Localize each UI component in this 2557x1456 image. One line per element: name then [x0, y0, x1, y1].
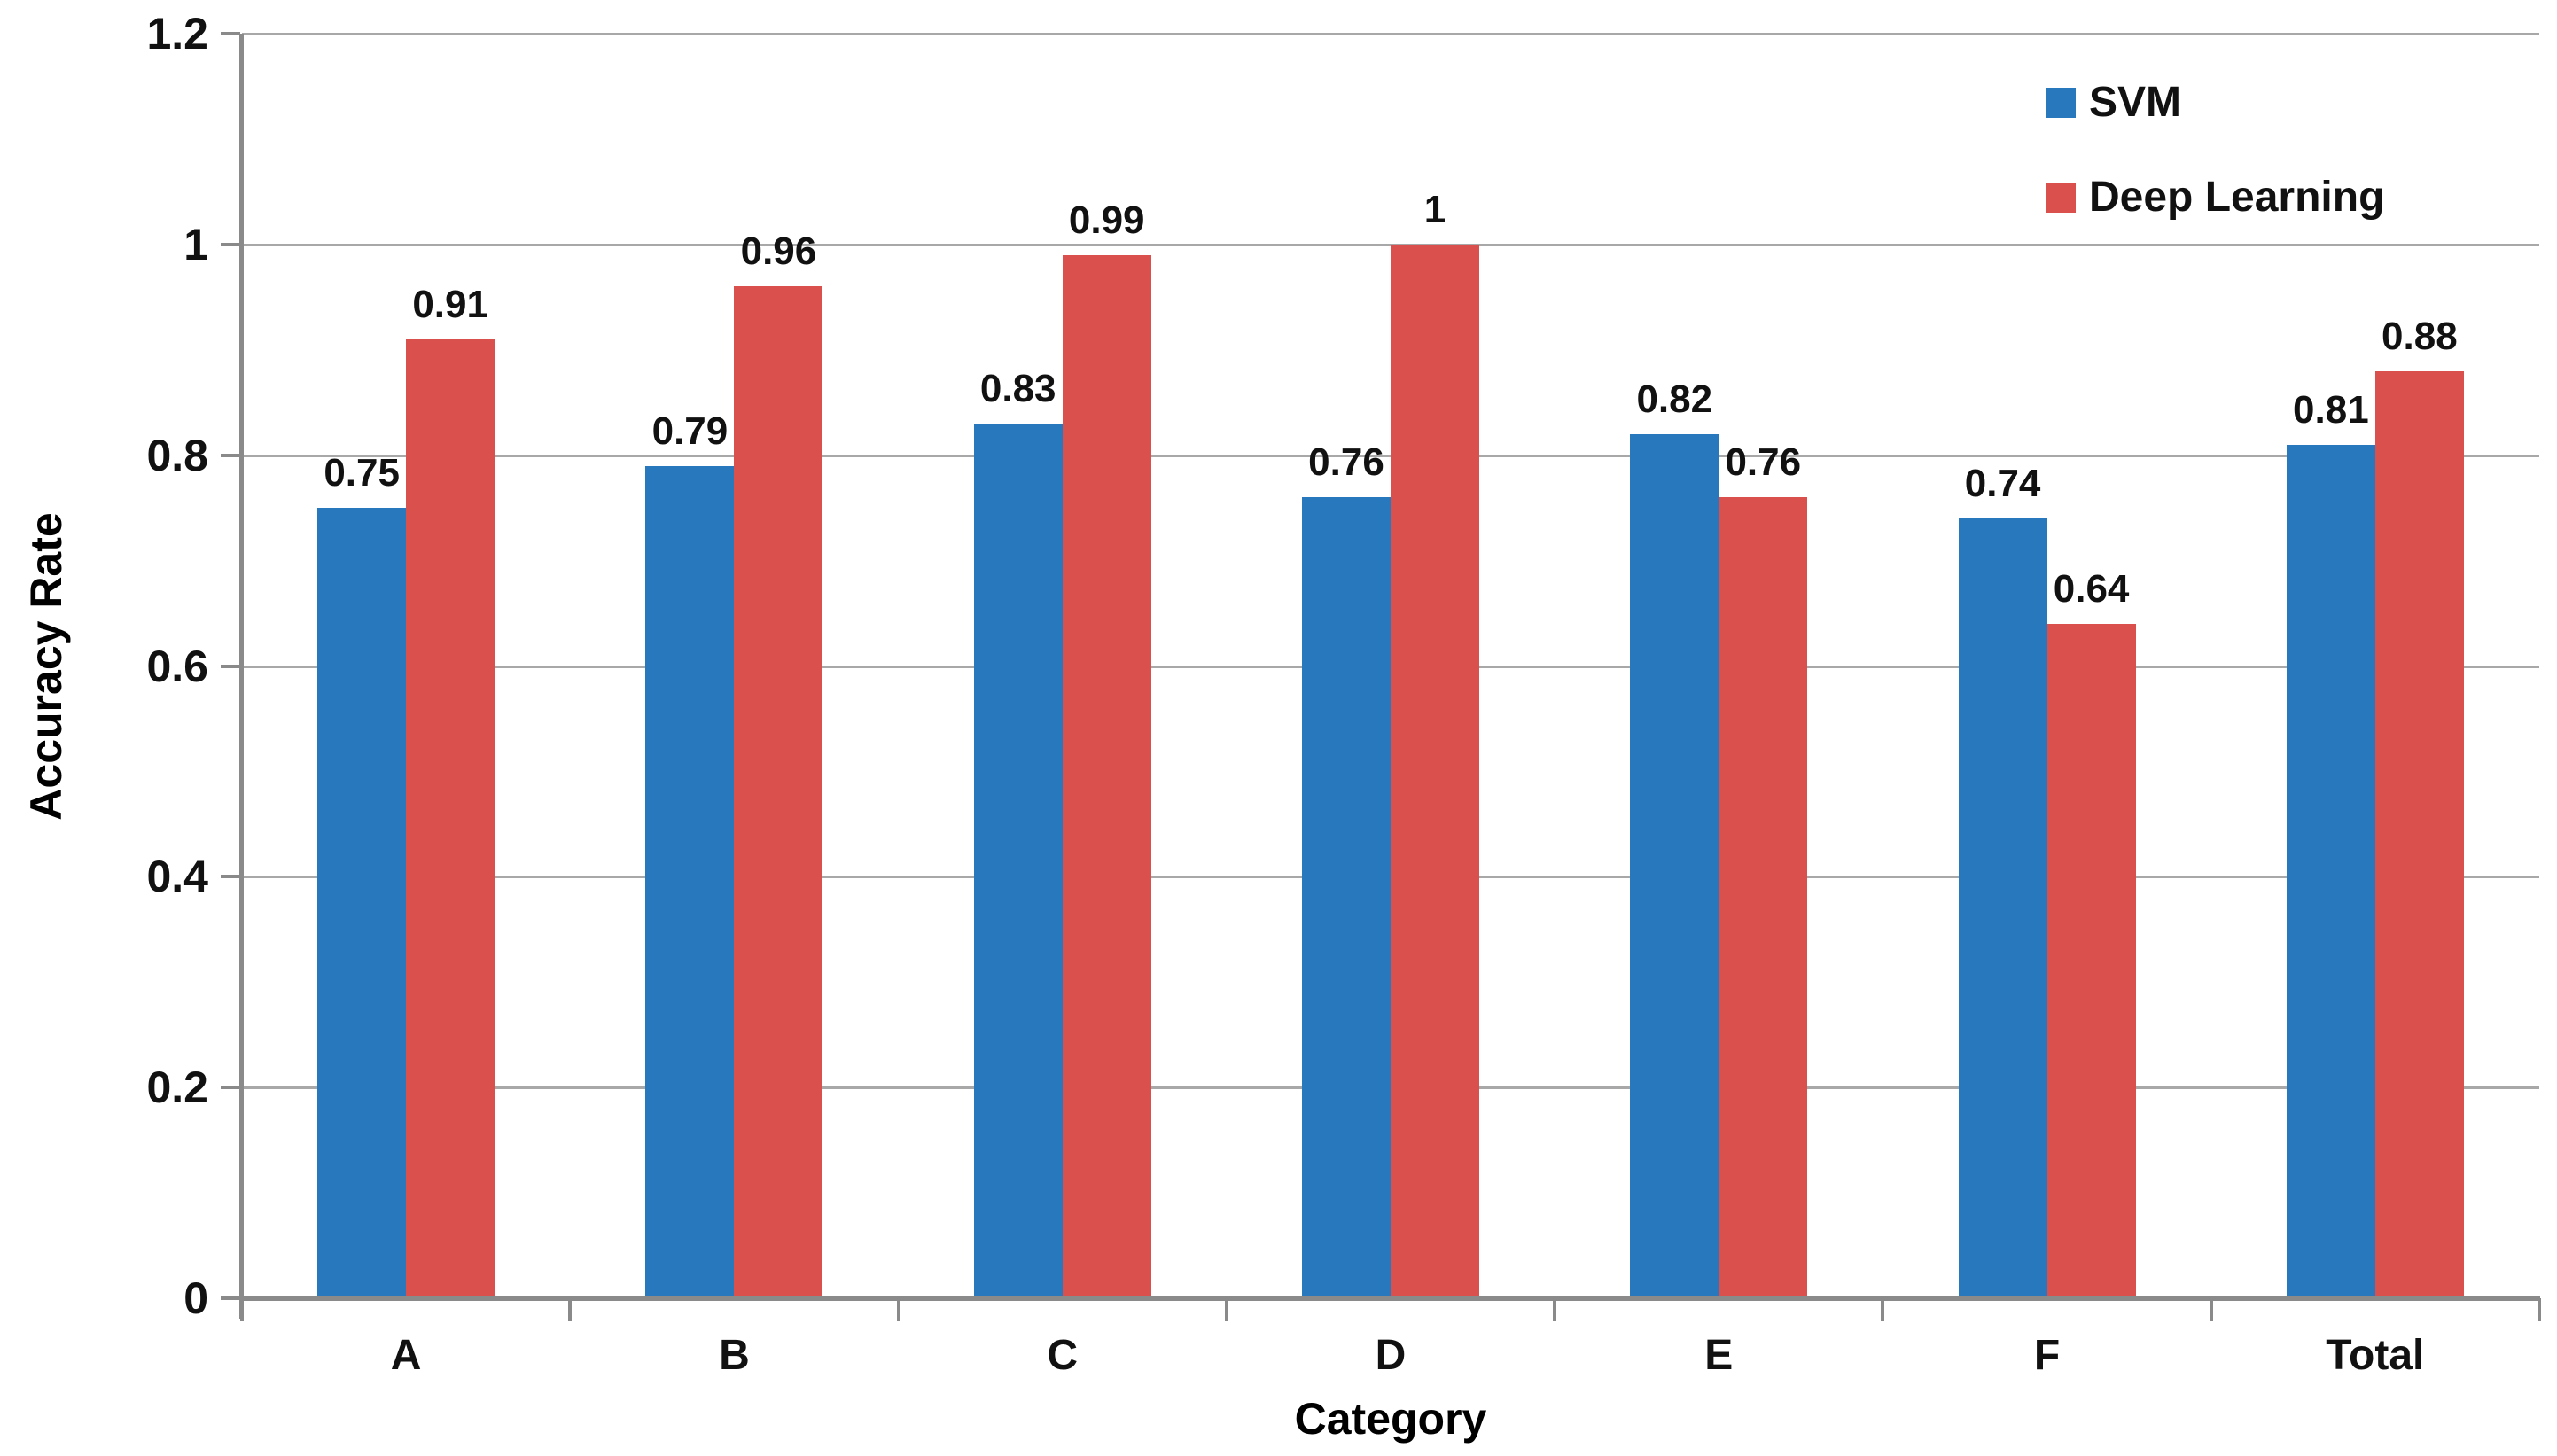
bar-value-label-deep-learning-b: 0.96: [740, 230, 817, 274]
y-tick-label-0-6: 0.6: [146, 641, 208, 691]
y-tick-1: [221, 242, 240, 246]
bar-value-label-svm-b: 0.79: [651, 409, 729, 453]
x-tick-boundary-3: [1224, 1298, 1228, 1321]
plot-area: 0.75 0.91 0.79 0.96 0.83 0.99 0.76 1 0.82 0.76 0.7…: [242, 33, 2539, 1298]
x-tick-boundary-6: [2209, 1298, 2213, 1321]
y-tick-0-8: [221, 453, 240, 457]
x-tick-label-total: Total: [2326, 1332, 2425, 1379]
x-tick-boundary-4: [1553, 1298, 1557, 1321]
legend-swatch-svm: [2046, 87, 2076, 118]
x-tick-label-c: C: [1047, 1332, 1079, 1379]
x-tick-boundary-7: [2538, 1298, 2541, 1321]
bar-deep-learning-total: [2374, 370, 2464, 1298]
x-tick-boundary-2: [896, 1298, 900, 1321]
y-tick-0-4: [221, 875, 240, 879]
y-tick-1-2: [221, 32, 240, 35]
bar-value-label-svm-f: 0.74: [1964, 462, 2041, 506]
bar-deep-learning-d: [1391, 244, 1479, 1298]
bar-value-label-deep-learning-a: 0.91: [412, 282, 488, 326]
legend-label-svm: SVM: [2089, 79, 2182, 126]
legend-entry-svm: SVM: [2046, 78, 2384, 127]
legend-swatch-deep-learning: [2046, 182, 2076, 213]
x-axis-title: Category: [1294, 1394, 1487, 1444]
x-tick-boundary-1: [568, 1298, 573, 1321]
bar-value-label-deep-learning-f: 0.64: [2053, 566, 2130, 611]
bar-svm-total: [2286, 444, 2375, 1298]
y-tick-label-0-4: 0.4: [146, 852, 208, 902]
legend-label-deep-learning: Deep Learning: [2089, 174, 2385, 221]
bar-svm-f: [1958, 518, 2047, 1298]
y-tick-label-1-2: 1.2: [146, 9, 208, 58]
y-tick-label-0: 0: [183, 1273, 208, 1323]
bar-value-label-svm-d: 0.76: [1308, 440, 1384, 485]
y-axis-line: [239, 34, 244, 1319]
bar-value-label-deep-learning-e: 0.76: [1725, 440, 1802, 485]
y-tick-0: [221, 1296, 240, 1300]
x-axis-line: [239, 1296, 2540, 1301]
legend: SVM Deep Learning: [2046, 78, 2384, 268]
bar-value-label-svm-total: 0.81: [2293, 387, 2369, 432]
bar-svm-d: [1302, 497, 1391, 1298]
y-tick-label-0-2: 0.2: [146, 1063, 208, 1113]
legend-entry-deep-learning: Deep Learning: [2046, 173, 2384, 222]
bar-value-label-svm-c: 0.83: [979, 367, 1056, 410]
bar-value-label-svm-e: 0.82: [1636, 377, 1713, 421]
bar-svm-a: [317, 508, 407, 1298]
x-tick-label-a: A: [390, 1332, 422, 1379]
bar-deep-learning-c: [1062, 254, 1151, 1298]
x-tick-label-d: D: [1375, 1332, 1407, 1379]
y-tick-label-0-8: 0.8: [146, 430, 208, 480]
x-tick-boundary-5: [1881, 1298, 1885, 1321]
x-tick-label-b: B: [719, 1332, 750, 1379]
bar-deep-learning-a: [406, 339, 495, 1298]
x-tick-boundary-0: [240, 1298, 244, 1321]
bar-deep-learning-b: [734, 286, 823, 1298]
bar-svm-b: [645, 465, 735, 1298]
gridline-1-2: [242, 33, 2539, 35]
bar-deep-learning-e: [1719, 497, 1808, 1298]
bar-svm-c: [973, 424, 1063, 1298]
x-tick-label-e: E: [1704, 1332, 1734, 1379]
y-tick-0-6: [221, 664, 240, 668]
bar-svm-e: [1630, 433, 1719, 1298]
bar-value-label-svm-a: 0.75: [324, 451, 400, 495]
bar-value-label-deep-learning-d: 1: [1423, 187, 1446, 231]
y-tick-0-2: [221, 1086, 240, 1090]
bar-deep-learning-f: [2046, 623, 2136, 1298]
bar-value-label-deep-learning-total: 0.88: [2382, 314, 2458, 358]
x-tick-label-f: F: [2033, 1332, 2061, 1379]
bar-value-label-deep-learning-c: 0.99: [1068, 198, 1145, 242]
y-tick-label-1: 1: [183, 219, 208, 269]
